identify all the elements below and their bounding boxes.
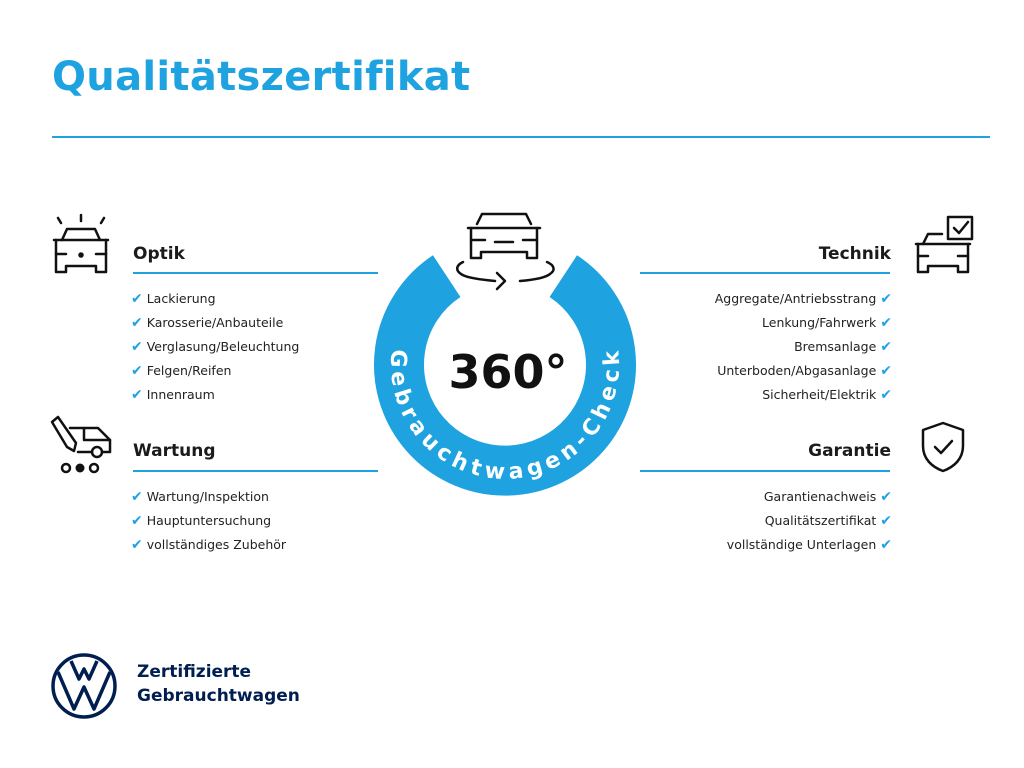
list-item: Unterboden/Abgasanlage ✔: [600, 359, 892, 383]
list-item: ✔ Wartung/Inspektion: [131, 485, 286, 509]
item-label: Innenraum: [146, 387, 215, 402]
check-icon: ✔: [131, 339, 143, 355]
list-item: Lenkung/Fahrwerk ✔: [600, 311, 892, 335]
check-icon: ✔: [880, 315, 892, 331]
car-checklist-icon: [914, 215, 974, 274]
item-label: Lenkung/Fahrwerk: [762, 315, 877, 330]
list-item: ✔ Lackierung: [131, 287, 299, 311]
section-divider-wartung: [133, 470, 378, 472]
vw-logo: [51, 653, 117, 719]
item-label: Qualitätszertifikat: [764, 513, 877, 528]
list-item: ✔ vollständiges Zubehör: [131, 533, 286, 557]
list-item: ✔ Hauptuntersuchung: [131, 509, 286, 533]
check-icon: ✔: [880, 339, 892, 355]
item-label: Aggregate/Antriebsstrang: [714, 291, 877, 306]
badge-number: 360°: [448, 345, 567, 399]
section-heading-wartung: Wartung: [133, 441, 216, 461]
car-service-icon: [50, 415, 112, 474]
shield-check-icon: [921, 421, 965, 473]
item-label: vollständige Unterlagen: [726, 537, 877, 552]
page-title: Qualitätszertifikat: [52, 54, 471, 100]
item-label: Sicherheit/Elektrik: [762, 387, 877, 402]
car-lights-icon: [52, 213, 110, 274]
list-item: ✔ Felgen/Reifen: [131, 359, 299, 383]
item-label: Karosserie/Anbauteile: [146, 315, 284, 330]
item-label: Lackierung: [146, 291, 216, 306]
item-label: Bremsanlage: [794, 339, 877, 354]
item-label: Hauptuntersuchung: [146, 513, 272, 528]
badge-ring: [374, 255, 636, 496]
list-technik: Aggregate/Antriebsstrang ✔ Lenkung/Fahrw…: [600, 287, 892, 407]
title-divider: [52, 136, 990, 138]
section-heading-optik: Optik: [133, 244, 185, 264]
section-divider-optik: [133, 272, 378, 274]
check-360-badge: Gebrauchtwagen-Check 360°: [374, 212, 636, 496]
item-label: vollständiges Zubehör: [146, 537, 287, 552]
list-item: ✔ Innenraum: [131, 383, 299, 407]
brand-text: Zertifizierte Gebrauchtwagen: [137, 660, 300, 708]
check-icon: ✔: [131, 537, 143, 553]
list-item: ✔ Verglasung/Beleuchtung: [131, 335, 299, 359]
list-item: Qualitätszertifikat ✔: [600, 509, 892, 533]
check-icon: ✔: [880, 363, 892, 379]
brand-line-2: Gebrauchtwagen: [137, 686, 300, 706]
check-icon: ✔: [131, 489, 143, 505]
check-icon: ✔: [880, 513, 892, 529]
list-wartung: ✔ Wartung/Inspektion ✔ Hauptuntersuchung…: [131, 485, 286, 557]
list-garantie: Garantienachweis ✔ Qualitätszertifikat ✔…: [600, 485, 892, 557]
check-icon: ✔: [880, 291, 892, 307]
check-icon: ✔: [131, 315, 143, 331]
section-divider-garantie: [640, 470, 890, 472]
item-label: Garantienachweis: [763, 489, 877, 504]
section-heading-garantie: Garantie: [808, 441, 891, 461]
rotating-car-icon: [456, 212, 555, 291]
section-divider-technik: [640, 272, 890, 274]
section-heading-technik: Technik: [818, 244, 891, 264]
brand-line-1: Zertifizierte: [137, 662, 252, 682]
check-icon: ✔: [131, 387, 143, 403]
check-icon: ✔: [131, 363, 143, 379]
item-label: Verglasung/Beleuchtung: [146, 339, 300, 354]
check-icon: ✔: [131, 291, 143, 307]
list-item: Aggregate/Antriebsstrang ✔: [600, 287, 892, 311]
item-label: Wartung/Inspektion: [146, 489, 269, 504]
check-icon: ✔: [880, 489, 892, 505]
check-icon: ✔: [880, 537, 892, 553]
list-item: ✔ Karosserie/Anbauteile: [131, 311, 299, 335]
check-icon: ✔: [880, 387, 892, 403]
list-item: Garantienachweis ✔: [600, 485, 892, 509]
list-item: Bremsanlage ✔: [600, 335, 892, 359]
list-optik: ✔ Lackierung ✔ Karosserie/Anbauteile ✔ V…: [131, 287, 299, 407]
list-item: vollständige Unterlagen ✔: [600, 533, 892, 557]
check-icon: ✔: [131, 513, 143, 529]
list-item: Sicherheit/Elektrik ✔: [600, 383, 892, 407]
item-label: Felgen/Reifen: [146, 363, 232, 378]
item-label: Unterboden/Abgasanlage: [717, 363, 877, 378]
